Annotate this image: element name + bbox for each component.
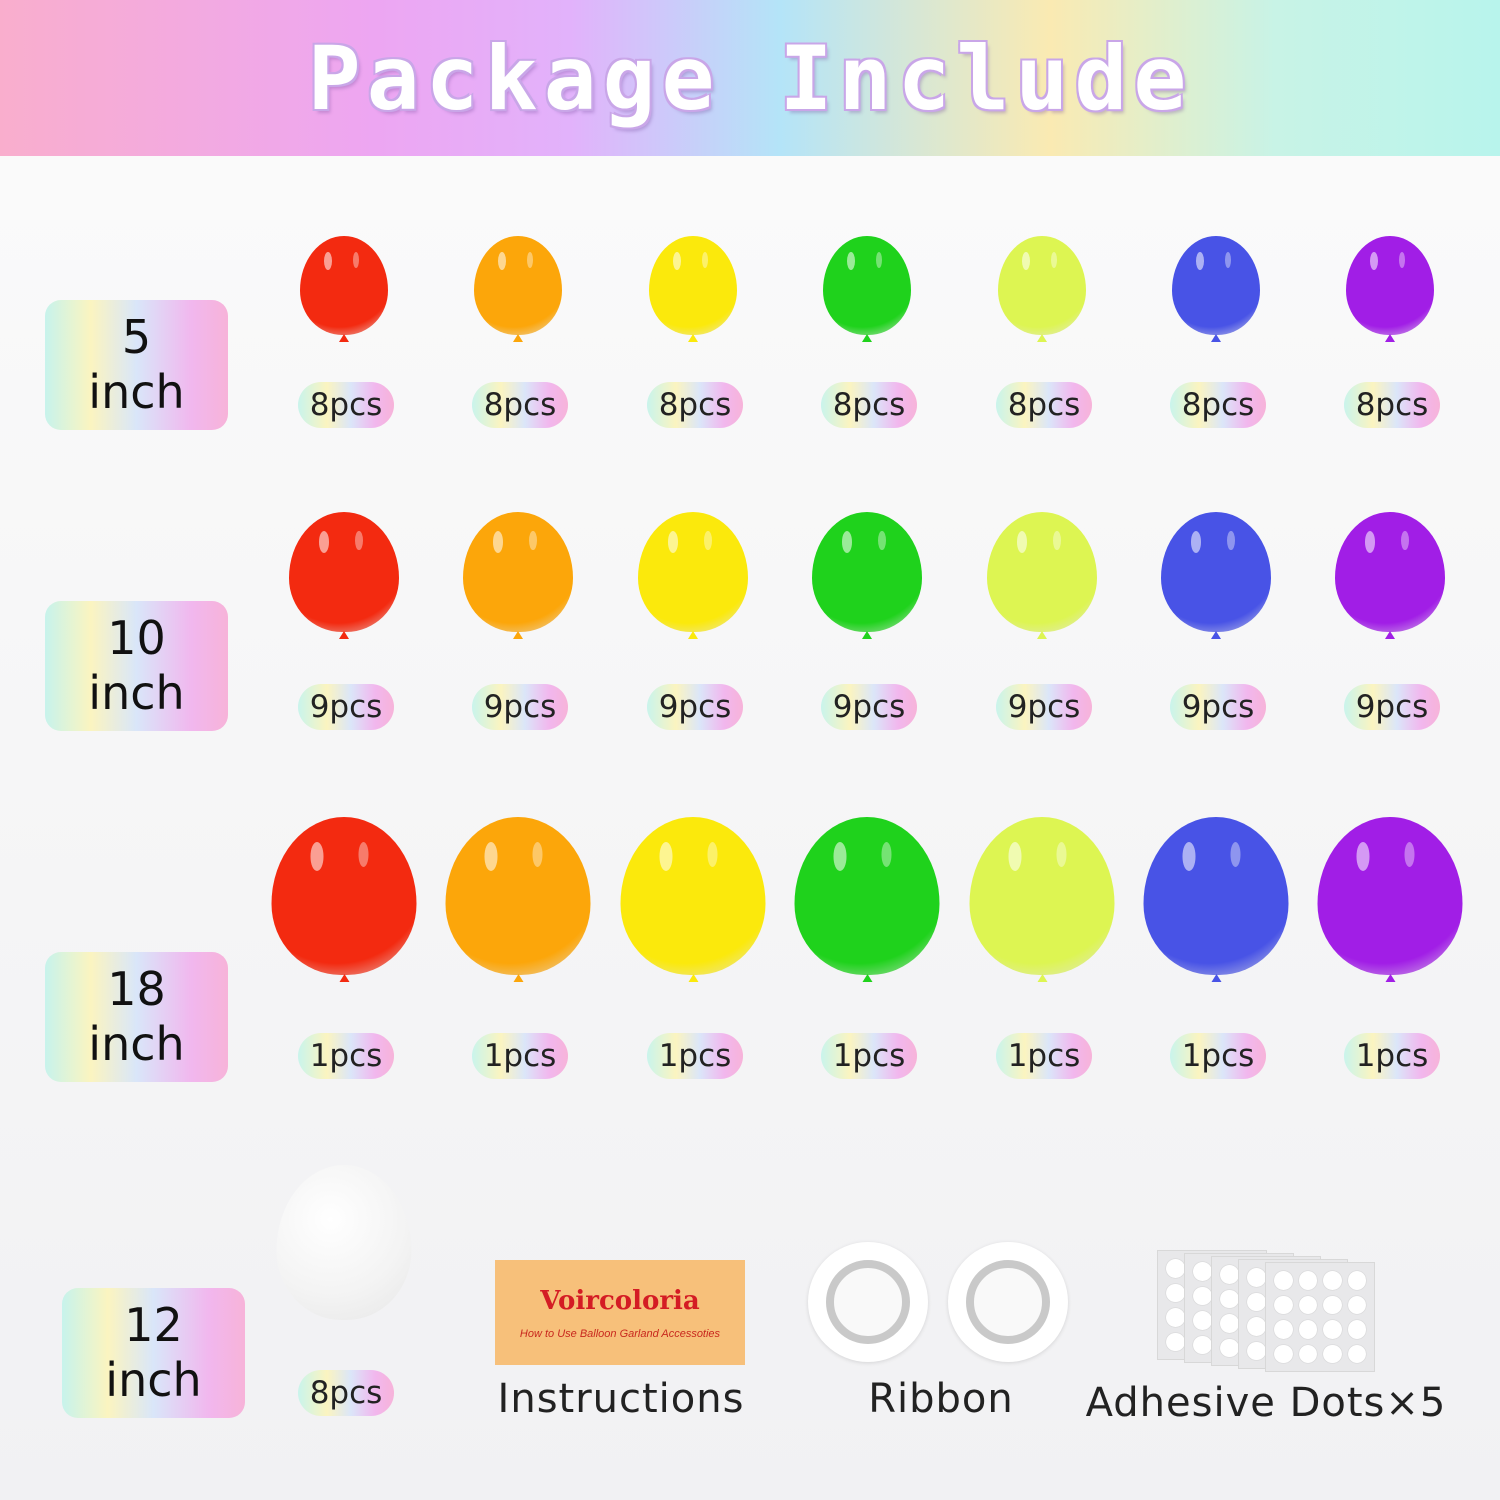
- qty-badge: 9pcs: [1170, 684, 1266, 730]
- balloon: [812, 512, 922, 639]
- instructions-card: Voircoloria How to Use Balloon Garland A…: [495, 1260, 745, 1365]
- size-badge-18-inch: 18 inch: [45, 952, 228, 1082]
- size-number: 5: [121, 310, 152, 364]
- qty-badge: 9pcs: [647, 684, 743, 730]
- size-badge-12-inch: 12 inch: [62, 1288, 245, 1418]
- balloon: [823, 236, 911, 342]
- size-number: 12: [124, 1298, 183, 1352]
- balloon: [998, 236, 1086, 342]
- balloon: [620, 817, 766, 982]
- qty-badge: 1pcs: [647, 1033, 743, 1079]
- ribbon-label: Ribbon: [868, 1376, 1014, 1422]
- balloon: [1317, 817, 1463, 982]
- size-unit: inch: [105, 1353, 202, 1407]
- qty-badge: 1pcs: [821, 1033, 917, 1079]
- card-subtitle: How to Use Balloon Garland Accessoties: [519, 1327, 721, 1340]
- qty-badge: 8pcs: [1170, 382, 1266, 428]
- size-unit: inch: [88, 1017, 185, 1071]
- balloon: [463, 512, 573, 639]
- brand-logo: Voircoloria: [540, 1285, 700, 1316]
- qty-badge: 8pcs: [472, 382, 568, 428]
- balloon: [1161, 512, 1271, 639]
- balloon: [969, 817, 1115, 982]
- size-badge-5-inch: 5 inch: [45, 300, 228, 430]
- qty-badge: 8pcs: [996, 382, 1092, 428]
- qty-badge: 9pcs: [298, 684, 394, 730]
- size-unit: inch: [88, 666, 185, 720]
- size-number: 18: [107, 962, 166, 1016]
- instructions-label: Instructions: [497, 1376, 745, 1422]
- qty-badge: 1pcs: [1170, 1033, 1266, 1079]
- white-balloon: [276, 1165, 412, 1320]
- balloon: [1172, 236, 1260, 342]
- balloon: [649, 236, 737, 342]
- size-badge-10-inch: 10 inch: [45, 601, 228, 731]
- qty-badge: 1pcs: [472, 1033, 568, 1079]
- qty-badge: 9pcs: [821, 684, 917, 730]
- balloon: [289, 512, 399, 639]
- white-qty-badge: 8pcs: [298, 1370, 394, 1416]
- balloon: [300, 236, 388, 342]
- size-unit: inch: [88, 365, 185, 419]
- adhesive-dot-sheet: [1265, 1262, 1375, 1372]
- adhesive-dots-label: Adhesive Dots×5: [1085, 1380, 1447, 1426]
- page-title: Package Include: [307, 26, 1193, 130]
- qty-badge: 8pcs: [298, 382, 394, 428]
- qty-badge: 8pcs: [1344, 382, 1440, 428]
- qty-badge: 1pcs: [1344, 1033, 1440, 1079]
- balloon: [445, 817, 591, 982]
- qty-badge: 9pcs: [996, 684, 1092, 730]
- size-number: 10: [107, 611, 166, 665]
- balloon: [794, 817, 940, 982]
- ribbon-roll-icon: [948, 1242, 1068, 1362]
- header-banner: Package Include: [0, 0, 1500, 156]
- qty-badge: 9pcs: [472, 684, 568, 730]
- balloon: [474, 236, 562, 342]
- ribbon-roll-icon: [808, 1242, 928, 1362]
- qty-badge: 1pcs: [298, 1033, 394, 1079]
- balloon: [1346, 236, 1434, 342]
- balloon: [271, 817, 417, 982]
- qty-badge: 1pcs: [996, 1033, 1092, 1079]
- balloon: [638, 512, 748, 639]
- balloon: [987, 512, 1097, 639]
- balloon: [1143, 817, 1289, 982]
- balloon: [1335, 512, 1445, 639]
- qty-badge: 8pcs: [821, 382, 917, 428]
- qty-badge: 9pcs: [1344, 684, 1440, 730]
- qty-badge: 8pcs: [647, 382, 743, 428]
